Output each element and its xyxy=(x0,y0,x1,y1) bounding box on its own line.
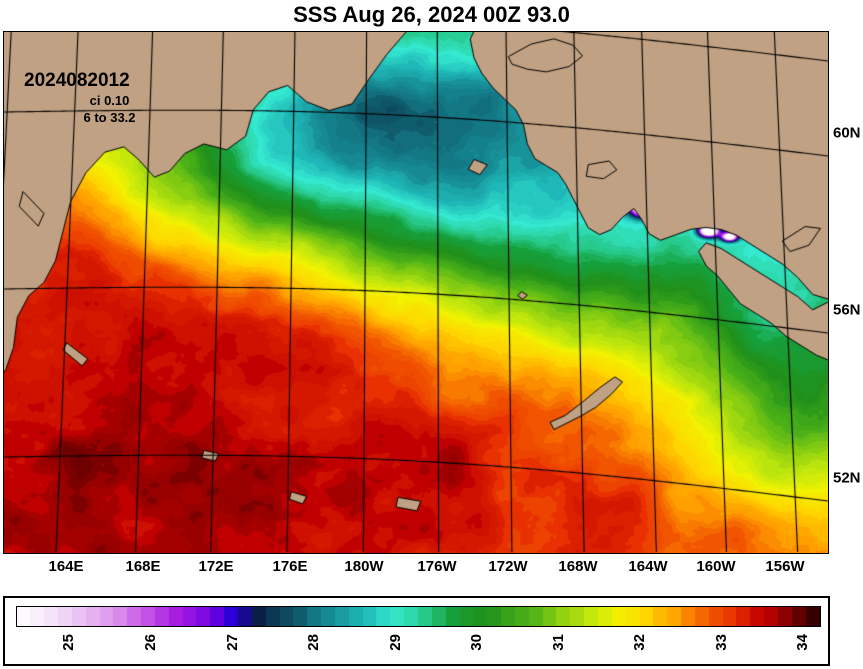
salinity-field-canvas xyxy=(4,32,828,553)
colorbar-tick-label: 28 xyxy=(305,634,322,651)
y-axis-tick-label: 56N xyxy=(833,301,861,319)
colorbar-tick-label: 27 xyxy=(224,634,241,651)
x-axis-tick-label: 164W xyxy=(628,558,668,575)
colorbar-tick-label: 34 xyxy=(794,634,811,651)
page-title: SSS Aug 26, 2024 00Z 93.0 xyxy=(293,2,570,27)
colorbar-tick-label: 32 xyxy=(631,634,648,651)
colorbar-panel: 25 26 27 28 29 30 31 32 33 34 xyxy=(3,596,830,666)
y-axis-tick-label: 52N xyxy=(833,469,861,487)
x-axis-tick-label: 156W xyxy=(765,558,805,575)
colorbar-tick-label: 29 xyxy=(387,634,404,651)
colorbar-tick-label: 30 xyxy=(468,634,485,651)
y-axis-tick-label: 60N xyxy=(833,124,861,142)
colorbar-strip xyxy=(16,606,821,627)
x-axis-tick-label: 176W xyxy=(417,558,457,575)
x-axis-tick-label: 176E xyxy=(272,558,308,575)
colorbar-gradient-canvas xyxy=(17,607,820,626)
x-axis-tick-label: 168E xyxy=(125,558,161,575)
x-axis-tick-label: 172W xyxy=(488,558,528,575)
x-axis-tick-label: 180W xyxy=(344,558,384,575)
colorbar-tick-label: 33 xyxy=(713,634,730,651)
x-axis-tick-label: 164E xyxy=(48,558,84,575)
colorbar-tick-label: 25 xyxy=(60,634,77,651)
x-axis-tick-label: 168W xyxy=(558,558,598,575)
colorbar-tick-label: 26 xyxy=(142,634,159,651)
map-panel: 2024082012 ci 0.10 6 to 33.2 xyxy=(3,31,829,554)
colorbar-tick-label: 31 xyxy=(550,634,567,651)
x-axis-tick-label: 160W xyxy=(696,558,736,575)
x-axis-tick-label: 172E xyxy=(198,558,234,575)
